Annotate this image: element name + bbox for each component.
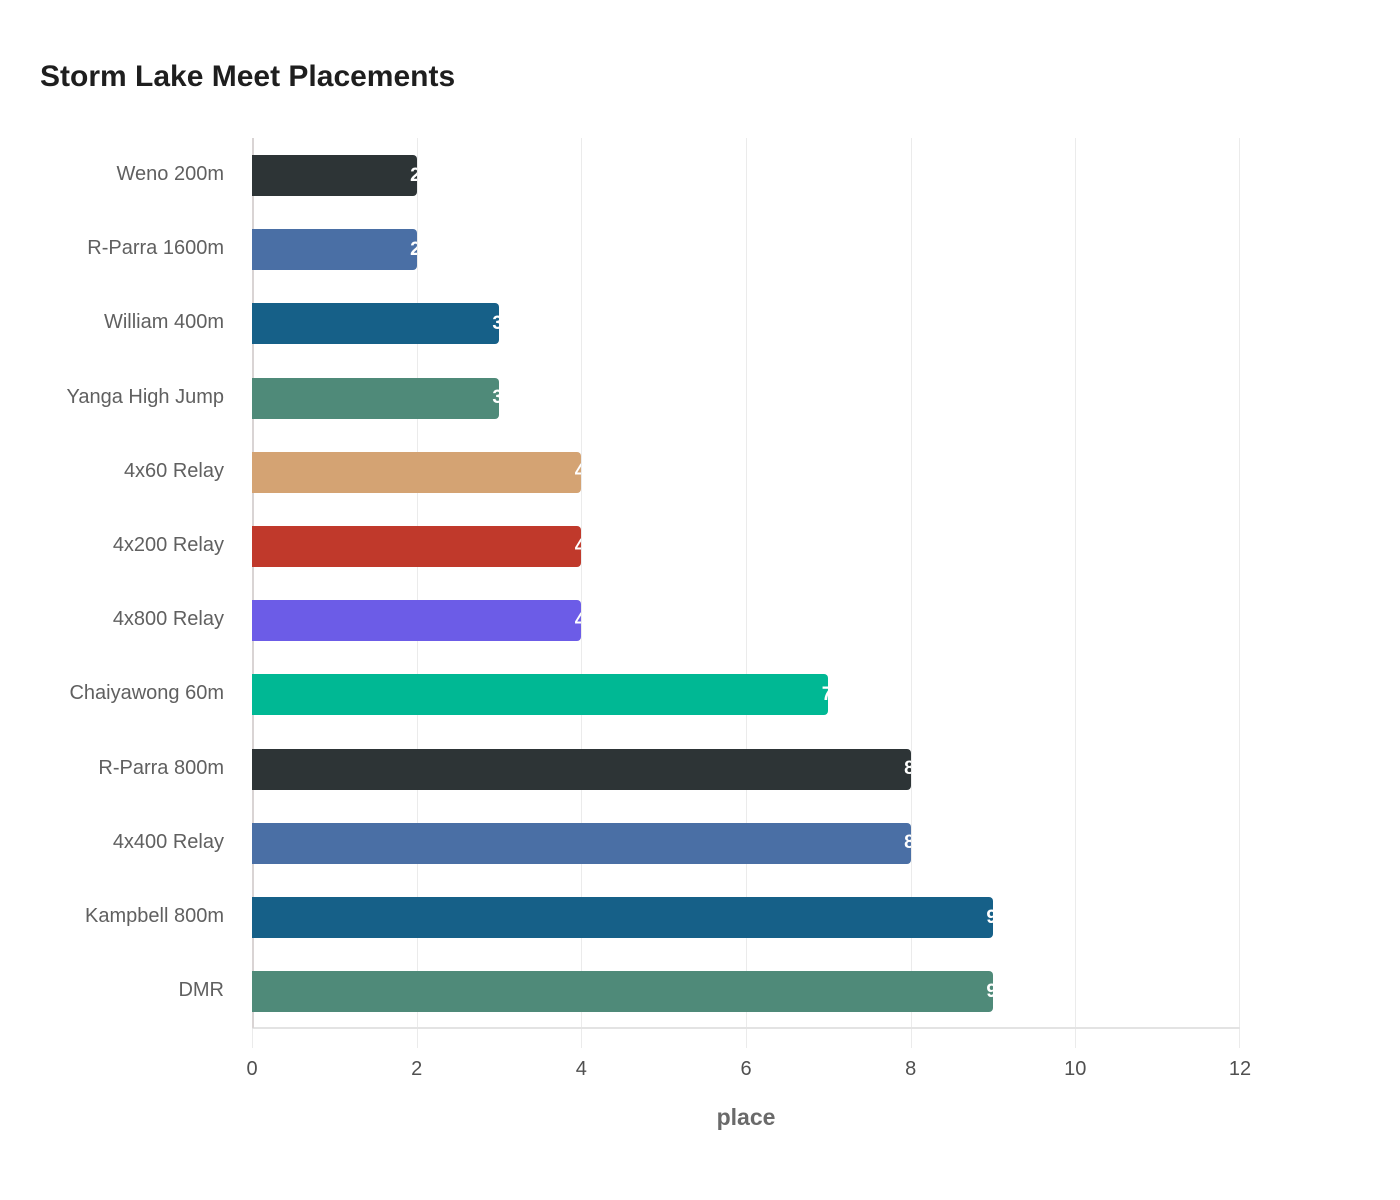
bar-value-label: 9 [986, 980, 993, 1002]
bar-weno-200m[interactable]: 2 [252, 155, 417, 196]
bar-r-parra-1600m[interactable]: 2 [252, 229, 417, 271]
bar-value-label: 7 [821, 683, 829, 705]
bar-dmr[interactable]: 9 [252, 971, 993, 1013]
bar-4x60-relay[interactable]: 4 [252, 451, 582, 493]
bar-william-400m[interactable]: 3 [252, 303, 499, 345]
bar-kampbell-800m[interactable]: 9 [252, 897, 993, 938]
bar-value-label: 3 [492, 387, 499, 409]
bar-value-label: 8 [904, 832, 911, 854]
y-tick-label: Kampbell 800m [85, 905, 224, 927]
y-tick-label: 4x60 Relay [123, 460, 224, 482]
bar-4x400-relay[interactable]: 8 [252, 822, 911, 864]
gridline [910, 138, 912, 1048]
y-tick-label: 4x800 Relay [112, 608, 224, 630]
bar-value-label: 2 [410, 164, 417, 186]
x-tick-label: 8 [905, 1058, 917, 1080]
bar-4x200-relay[interactable]: 4 [252, 526, 582, 567]
y-axis-line [252, 138, 254, 1028]
bar-value-label: 3 [492, 312, 499, 334]
bar-value-label: 8 [904, 758, 911, 780]
y-tick-label: William 400m [103, 311, 224, 333]
bar-chaiyawong-60m[interactable]: 7 [252, 674, 829, 716]
bar-4x800-relay[interactable]: 4 [252, 600, 582, 642]
x-tick-label: 0 [246, 1058, 258, 1080]
plot-area: 2 2 3 3 4 4 4 7 8 8 9 9 [252, 138, 1240, 1048]
gridline [1239, 138, 1240, 1048]
x-tick-label: 2 [411, 1058, 423, 1080]
x-tick-label: 12 [1228, 1058, 1252, 1080]
y-tick-label: Weno 200m [116, 163, 224, 185]
x-tick-label: 4 [575, 1058, 587, 1080]
gridline [416, 138, 418, 1048]
bar-value-label: 4 [574, 609, 582, 631]
x-tick-label: 6 [740, 1058, 752, 1080]
bar-value-label: 9 [986, 906, 993, 928]
chart-title: Storm Lake Meet Placements [40, 60, 456, 93]
x-axis-line [252, 1027, 1240, 1029]
bar-value-label: 4 [574, 535, 582, 557]
y-tick-label: R-Parra 800m [98, 757, 224, 779]
y-tick-label: Chaiyawong 60m [69, 682, 224, 704]
bar-value-label: 4 [574, 461, 582, 483]
bar-yanga-high-jump[interactable]: 3 [252, 377, 499, 419]
x-tick-label: 10 [1064, 1058, 1087, 1080]
y-tick-label: 4x200 Relay [112, 534, 224, 556]
x-axis-title: place [716, 1104, 776, 1130]
bar-value-label: 2 [410, 238, 417, 260]
gridline [746, 138, 747, 1048]
gridline [581, 138, 583, 1048]
bar-r-parra-800m[interactable]: 8 [252, 748, 911, 790]
y-tick-label: Yanga High Jump [66, 386, 225, 408]
gridline [1075, 138, 1077, 1048]
y-tick-label: R-Parra 1600m [87, 237, 224, 259]
y-tick-label: 4x400 Relay [112, 831, 224, 853]
y-tick-label: DMR [178, 979, 224, 1001]
